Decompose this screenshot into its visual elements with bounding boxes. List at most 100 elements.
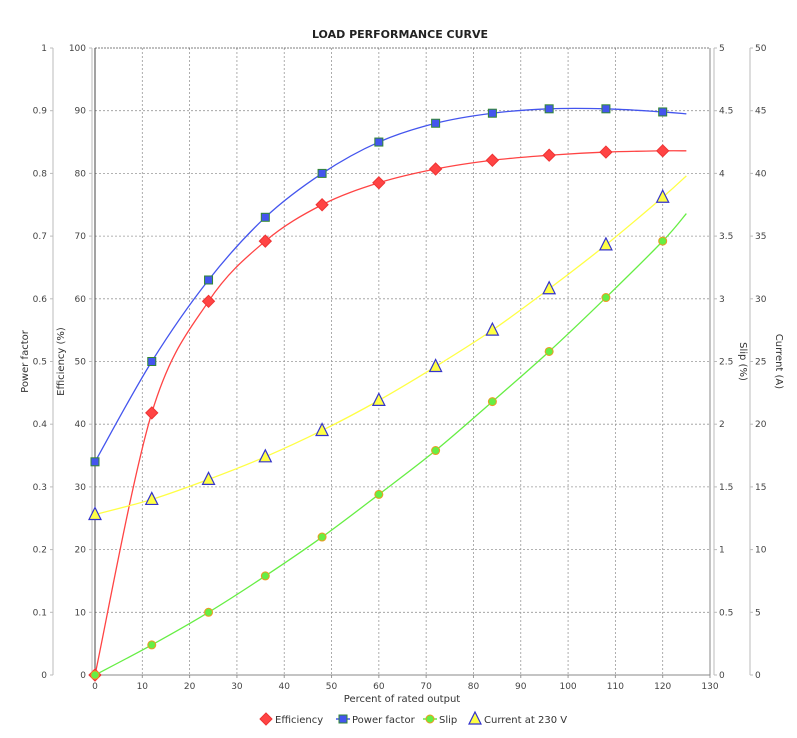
square-marker	[544, 104, 554, 114]
power-factor-tick-label: 0.9	[33, 107, 48, 117]
legend-item[interactable]: Power factor	[336, 714, 416, 726]
legend: Efficiency Power factor Slip Current at 230…	[259, 710, 567, 726]
power-factor-tick-label: 0.6	[33, 295, 48, 305]
power-factor-tick-label: 0.1	[33, 608, 47, 618]
legend-item[interactable]: Current at 230 V	[468, 710, 567, 726]
efficiency-axis-label: Efficiency (%)	[56, 327, 67, 396]
slip-tick-label: 3	[719, 295, 725, 305]
x-tick-label: 40	[279, 682, 291, 692]
x-tick-label: 130	[701, 682, 718, 692]
current-tick-label: 25	[755, 358, 766, 368]
diamond-marker	[145, 406, 159, 420]
efficiency-tick-label: 80	[75, 169, 87, 179]
square-marker	[487, 108, 497, 118]
triangle-marker	[485, 321, 500, 336]
triangle-marker	[258, 448, 273, 463]
current-tick-label: 40	[755, 169, 767, 179]
circle-legend-icon	[425, 714, 435, 724]
power-factor-tick-label: 1	[41, 44, 47, 54]
x-tick-label: 110	[607, 682, 624, 692]
triangle-marker	[598, 236, 613, 251]
power-factor-tick-label: 0.3	[33, 483, 47, 493]
circle-marker	[431, 446, 441, 456]
circle-marker	[544, 346, 554, 356]
current-tick-label: 20	[755, 420, 767, 430]
efficiency-tick-label: 20	[75, 546, 87, 556]
efficiency-tick-label: 40	[75, 420, 87, 430]
diamond-marker	[428, 162, 443, 176]
circle-marker	[658, 236, 668, 246]
triangle-marker	[144, 491, 159, 506]
slip-tick-label: 4	[719, 169, 725, 179]
square-marker	[90, 457, 100, 467]
legend-item[interactable]: Slip	[423, 714, 457, 726]
square-legend-icon	[338, 714, 348, 724]
efficiency-tick-label: 0	[80, 671, 86, 681]
circle-marker	[90, 670, 100, 680]
current-axis-label: Current (A)	[773, 334, 784, 389]
slip-axis-label: Slip (%)	[737, 342, 748, 381]
series-slip	[90, 213, 687, 680]
current-tick-label: 45	[755, 107, 766, 117]
square-marker	[147, 357, 157, 366]
circle-marker	[317, 532, 327, 542]
series-group	[88, 104, 687, 682]
power-factor-tick-label: 0.2	[33, 546, 47, 556]
current-tick-label: 50	[755, 44, 767, 54]
legend-label: Current at 230 V	[484, 715, 567, 726]
diamond-marker	[485, 153, 500, 167]
x-tick-label: 30	[231, 682, 243, 692]
square-marker	[204, 275, 214, 285]
efficiency-tick-label: 100	[69, 44, 86, 54]
square-marker	[260, 212, 270, 222]
circle-marker	[147, 640, 157, 650]
power-factor-tick-label: 0.5	[33, 358, 47, 368]
efficiency-tick-label: 90	[75, 107, 87, 117]
square-marker	[374, 137, 384, 147]
legend-label: Power factor	[352, 715, 416, 726]
circle-marker	[601, 293, 611, 303]
power-factor-tick-label: 0.8	[33, 169, 48, 179]
triangle-marker	[315, 422, 330, 437]
square-marker	[431, 118, 441, 128]
slip-tick-label: 2.5	[719, 358, 733, 368]
slip-tick-label: 1	[719, 546, 725, 556]
x-axis-label: Percent of rated output	[344, 694, 461, 705]
x-tick-label: 70	[420, 682, 432, 692]
x-tick-label: 0	[92, 682, 98, 692]
efficiency-tick-label: 30	[75, 483, 87, 493]
x-tick-label: 90	[515, 682, 527, 692]
circle-marker	[374, 489, 384, 499]
square-marker	[601, 104, 611, 114]
triangle-marker	[88, 506, 102, 521]
current-tick-label: 10	[755, 546, 767, 556]
x-tick-label: 120	[654, 682, 671, 692]
x-tick-label: 20	[184, 682, 196, 692]
slip-tick-label: 4.5	[719, 107, 733, 117]
current-tick-label: 30	[755, 295, 767, 305]
diamond-marker	[372, 176, 386, 190]
triangle-marker	[201, 471, 216, 485]
slip-tick-label: 0	[719, 671, 725, 681]
diamond-marker	[599, 145, 613, 159]
circle-marker	[487, 397, 497, 407]
x-tick-label: 80	[468, 682, 480, 692]
diamond-marker	[201, 294, 216, 309]
square-marker	[658, 107, 668, 117]
power-factor-tick-label: 0	[41, 671, 47, 681]
efficiency-tick-label: 70	[75, 232, 87, 242]
circle-marker	[204, 607, 214, 617]
square-marker	[317, 168, 327, 178]
triangle-marker	[655, 188, 670, 203]
diamond-marker	[542, 148, 556, 162]
current-tick-label: 15	[755, 483, 766, 493]
diamond-legend-icon	[259, 712, 273, 726]
slip-tick-label: 5	[719, 44, 725, 54]
legend-item[interactable]: Efficiency	[259, 712, 323, 726]
efficiency-tick-label: 60	[75, 295, 87, 305]
efficiency-tick-label: 10	[75, 608, 87, 618]
slip-tick-label: 1.5	[719, 483, 733, 493]
x-tick-label: 10	[137, 682, 149, 692]
chart-title: LOAD PERFORMANCE CURVE	[312, 28, 488, 41]
